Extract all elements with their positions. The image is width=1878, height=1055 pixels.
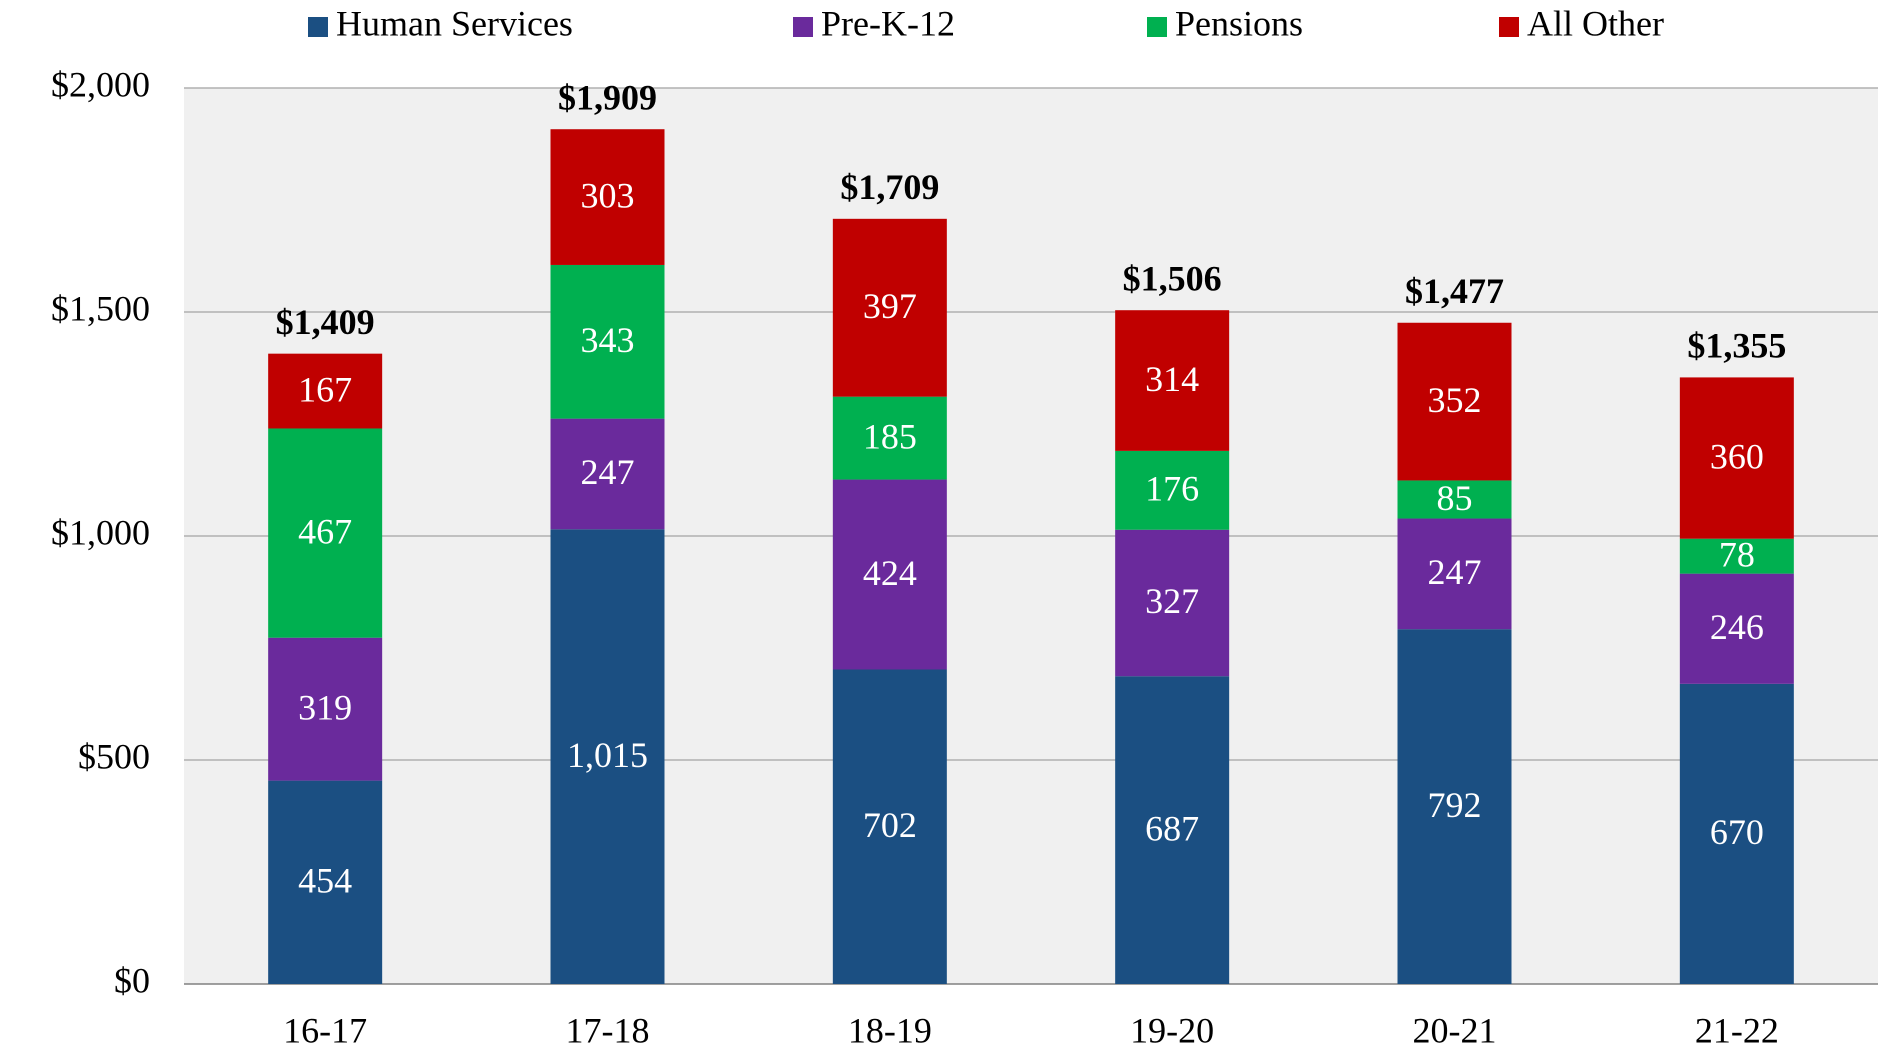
bar-segment (1397, 480, 1512, 519)
total-label: $1,409 (276, 302, 375, 342)
total-label: $1,506 (1123, 258, 1222, 298)
data-label: 454 (298, 861, 352, 901)
data-label: 702 (863, 805, 917, 845)
y-tick-label: $1,500 (51, 288, 150, 328)
data-label: 303 (581, 175, 635, 215)
data-label: 792 (1428, 785, 1482, 825)
legend-swatch (793, 17, 813, 37)
data-label: 467 (298, 511, 352, 551)
bar-segment (1397, 322, 1512, 481)
legend-swatch (1147, 17, 1167, 37)
total-label: $1,477 (1405, 271, 1504, 311)
bar-segment (550, 529, 665, 984)
data-label: 176 (1145, 469, 1199, 509)
bar-segment (550, 264, 665, 419)
data-label: 247 (1428, 552, 1482, 592)
data-label: 247 (581, 452, 635, 492)
data-label: 185 (863, 416, 917, 456)
total-label: $1,355 (1687, 326, 1786, 366)
data-label: 319 (298, 687, 352, 727)
bar-segment (268, 353, 383, 429)
data-label: 360 (1710, 436, 1764, 476)
bar-segment (1397, 518, 1512, 630)
bar-segment (268, 428, 383, 638)
data-label: 352 (1428, 380, 1482, 420)
legend-label: Pre-K-12 (821, 3, 955, 43)
data-label: 424 (863, 553, 917, 593)
bar-segment (550, 418, 665, 530)
x-tick-label: 18-19 (848, 1010, 932, 1050)
x-tick-label: 17-18 (566, 1010, 650, 1050)
data-label: 85 (1437, 478, 1473, 518)
bar-segment (268, 780, 383, 984)
bar-segment (1115, 450, 1230, 530)
x-tick-label: 21-22 (1695, 1010, 1779, 1050)
data-label: 327 (1145, 581, 1199, 621)
data-label: 167 (298, 369, 352, 409)
y-tick-label: $2,000 (51, 64, 150, 104)
y-tick-label: $1,000 (51, 512, 150, 552)
total-label: $1,909 (558, 77, 657, 117)
bar-segment (1679, 683, 1794, 984)
data-label: 687 (1145, 808, 1199, 848)
total-label: $1,709 (840, 167, 939, 207)
data-label: 670 (1710, 812, 1764, 852)
bar-segment (832, 396, 947, 480)
data-label: 343 (581, 320, 635, 360)
legend-label: Human Services (336, 3, 573, 43)
x-tick-label: 19-20 (1130, 1010, 1214, 1050)
y-tick-label: $500 (78, 736, 150, 776)
data-label: 1,015 (567, 735, 648, 775)
data-label: 246 (1710, 607, 1764, 647)
bar-segment (550, 129, 665, 265)
y-tick-label: $0 (114, 960, 150, 1000)
bar-segment (832, 218, 947, 397)
bar-segment (832, 479, 947, 670)
legend-label: Pensions (1175, 3, 1303, 43)
data-label: 397 (863, 286, 917, 326)
bar-segment (1679, 538, 1794, 574)
bar-segment (1679, 377, 1794, 539)
bar-segment (1679, 573, 1794, 684)
x-tick-label: 16-17 (283, 1010, 367, 1050)
bar-segment (1115, 676, 1230, 984)
data-label: 78 (1719, 534, 1755, 574)
bar-segment (1115, 310, 1230, 451)
legend-swatch (1499, 17, 1519, 37)
bar-segment (1115, 529, 1230, 677)
x-tick-label: 20-21 (1413, 1010, 1497, 1050)
legend-swatch (308, 17, 328, 37)
data-label: 314 (1145, 359, 1199, 399)
bar-segment (832, 669, 947, 984)
bar-segment (1397, 629, 1512, 984)
bar-segment (268, 637, 383, 781)
legend-label: All Other (1527, 3, 1664, 43)
